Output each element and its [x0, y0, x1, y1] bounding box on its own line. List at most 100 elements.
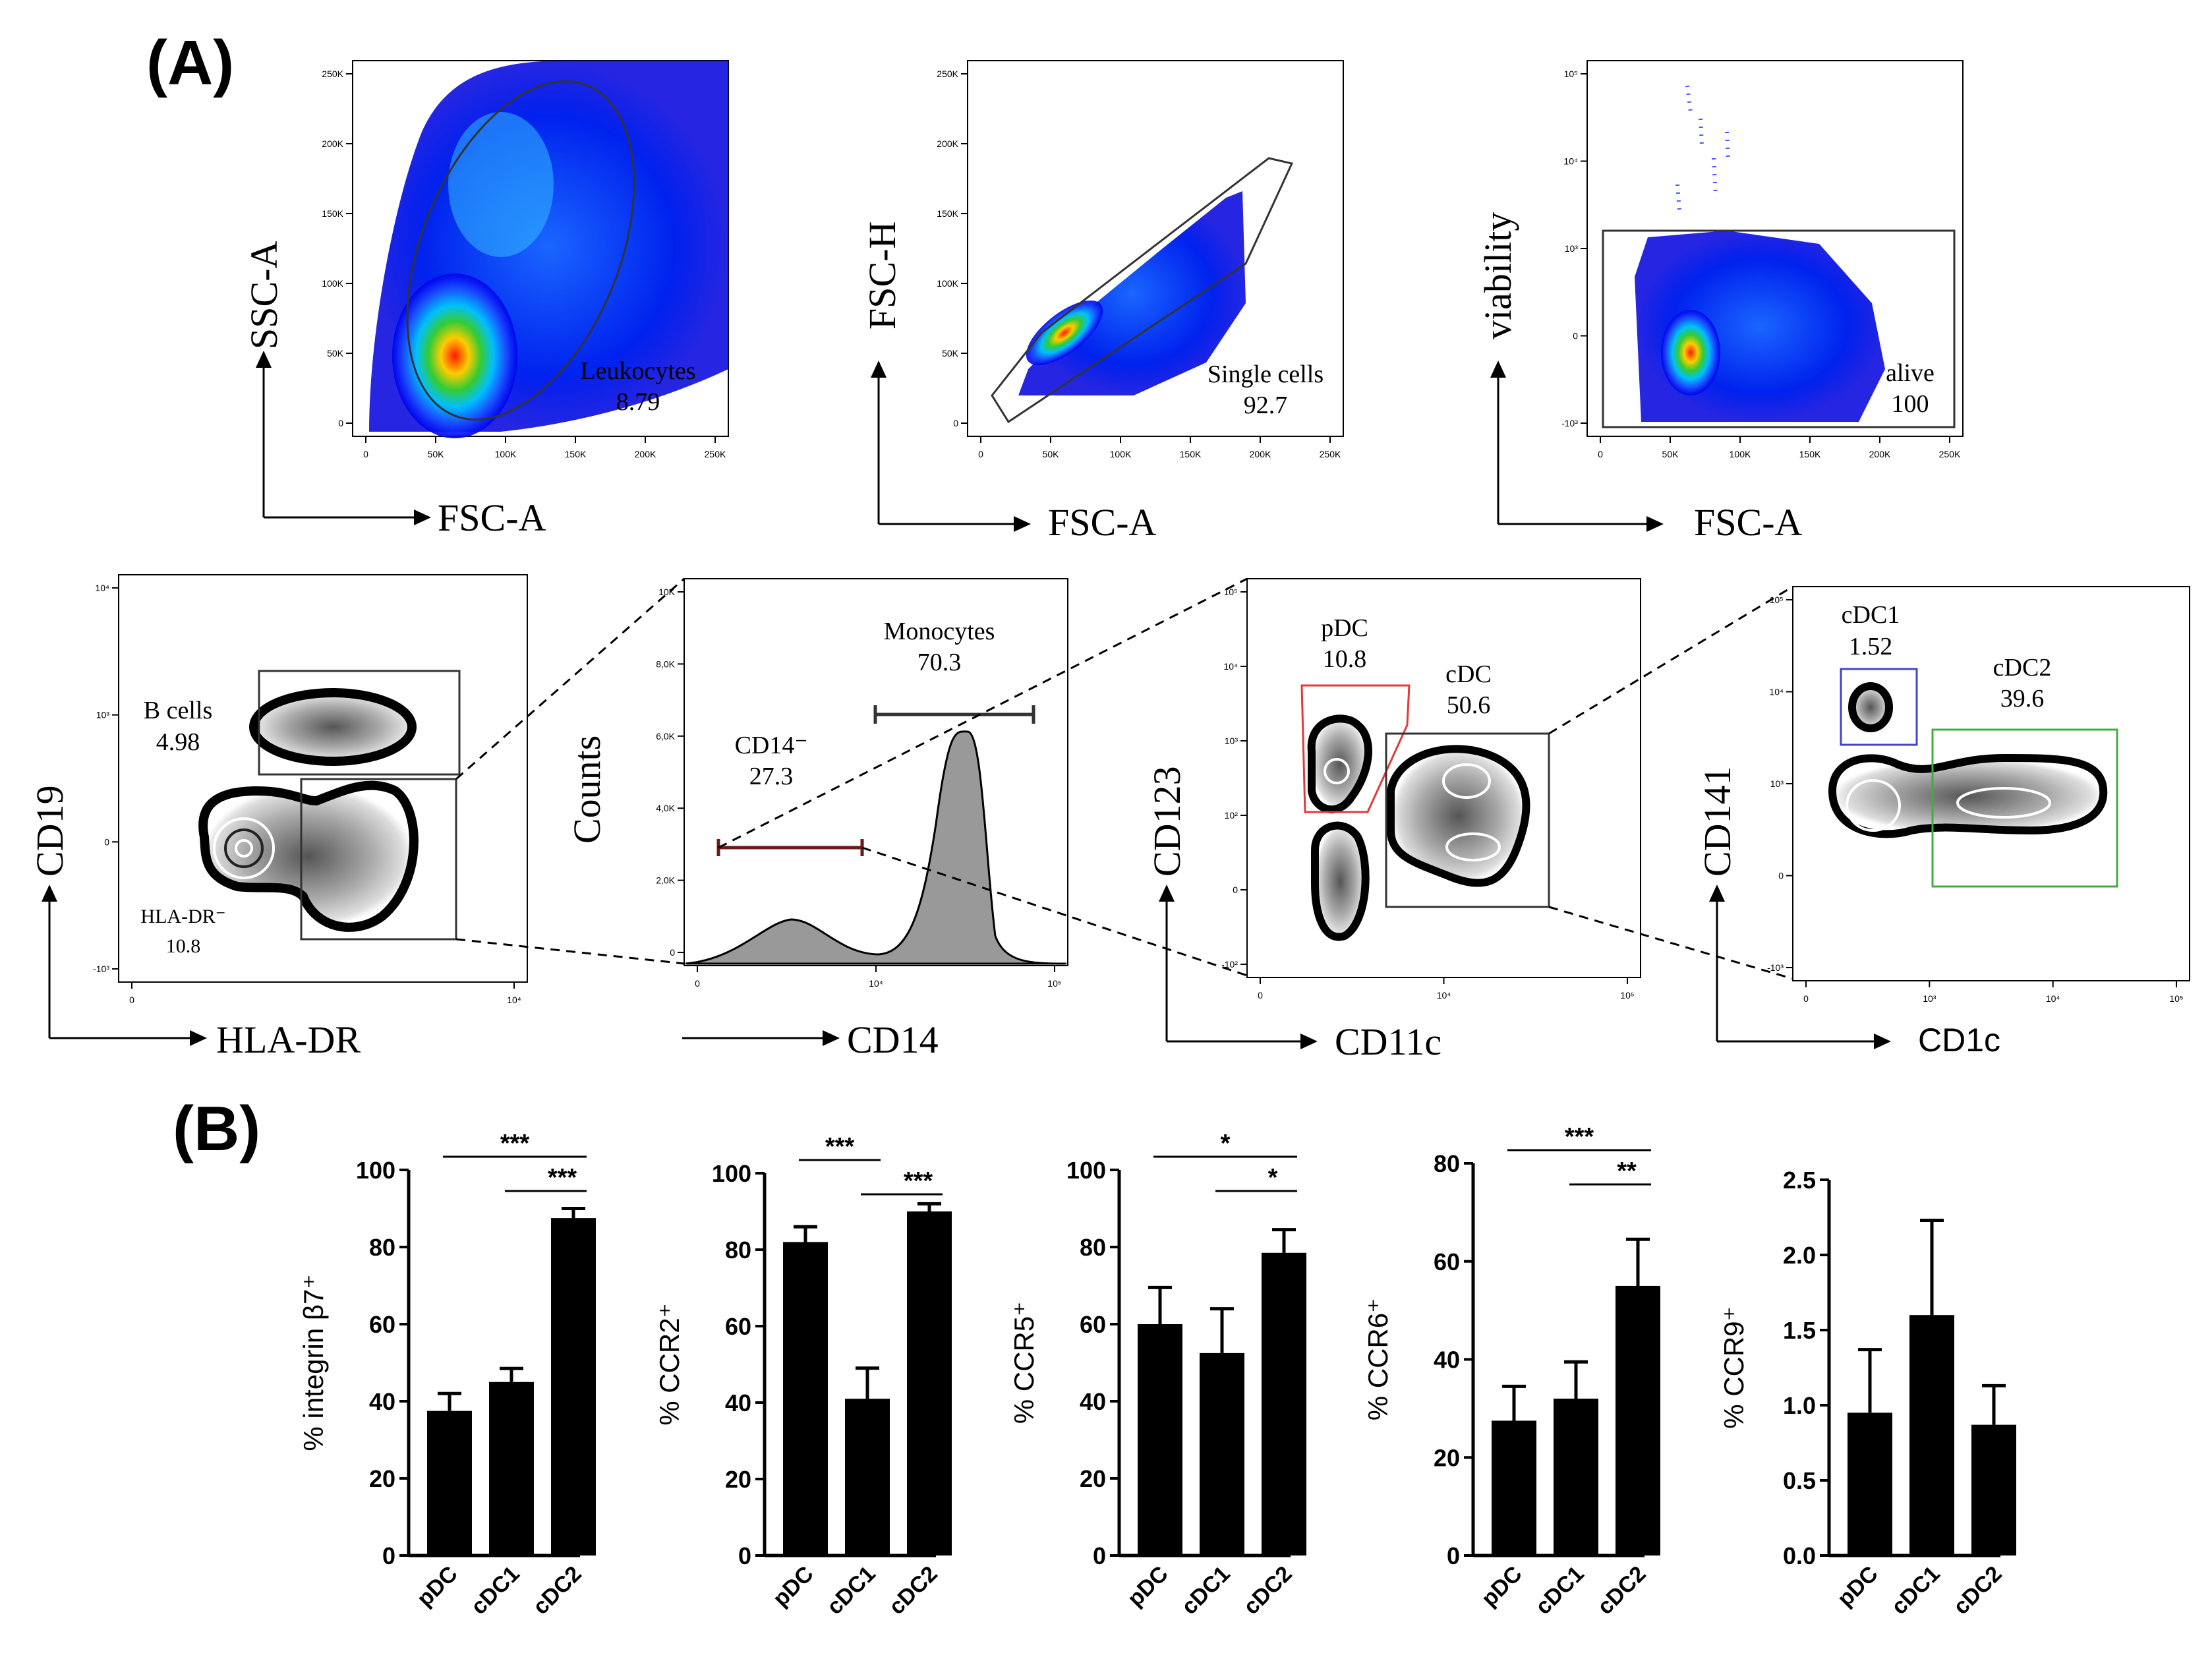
- contour-ring: [213, 817, 275, 879]
- connector-line: [861, 846, 1248, 977]
- bar-cDC1: [489, 1381, 534, 1555]
- y-ticks: 0 50K 100K 150K 200K 250K: [937, 69, 968, 428]
- singlet-gate: [991, 157, 1294, 424]
- contour-ring: [1956, 787, 2051, 819]
- gate-value: 39.6: [2000, 685, 2045, 712]
- y-axis-label: CD141: [1696, 766, 1739, 877]
- monocyte-gate: [873, 705, 1035, 724]
- y-tick-label: -10³: [1561, 418, 1578, 428]
- bar-cDC2: [907, 1211, 952, 1555]
- y-axis-label: % CCR2⁺: [654, 1303, 685, 1426]
- y-tick-label: 20: [725, 1466, 751, 1493]
- category-label: cDC2: [884, 1561, 942, 1619]
- bar-cDC1: [845, 1399, 890, 1555]
- plot-cd14-histogram: Monocytes 70.3 CD14⁻ 27.3 0 10⁴ 10⁵ 0 2,0K 4…: [656, 578, 1068, 989]
- gate-label: Single cells: [1208, 361, 1324, 388]
- x-tick-label: 0: [1803, 993, 1809, 1004]
- density-core: [1661, 310, 1720, 395]
- y-tick-label: -10²: [1221, 959, 1238, 970]
- bar-chart-5: 0.0 0.5 1.0 1.5 2.0 2.5 % CCR9⁺ pDC cDC1 cDC2: [1718, 1167, 2016, 1619]
- bar-cDC1: [1554, 1399, 1598, 1555]
- y-tick-label: 250K: [937, 69, 958, 79]
- category-label: cDC1: [1177, 1561, 1235, 1619]
- y-axis-label: Counts: [566, 736, 608, 844]
- y-tick-label: 2.5: [1783, 1167, 1816, 1194]
- x-tick-label: 250K: [1320, 449, 1341, 459]
- bar-cDC1: [1200, 1352, 1244, 1555]
- gate-value: 1.52: [1849, 633, 1893, 660]
- plot2-axis-key: FSC-A FSC-H: [861, 221, 1157, 544]
- category-label: pDC: [1122, 1561, 1173, 1612]
- x-ticks: 0 10⁴ 10⁵: [1258, 977, 1635, 1001]
- plot5-axis-key: CD14 Counts: [566, 736, 939, 1061]
- y-tick-label: 100K: [322, 278, 343, 289]
- plot-frame: [684, 578, 1068, 966]
- significance-label: *: [1221, 1130, 1231, 1157]
- plot-single-cells: Single cells 92.7 0 50K 100K 150K 200K 250K 0…: [937, 60, 1344, 459]
- y-tick-label: 100K: [937, 278, 958, 289]
- x-tick-label: 100K: [1730, 449, 1751, 459]
- y-tick-label: -10³: [93, 964, 109, 974]
- cdc-contour: [1387, 745, 1530, 887]
- y-tick-label: 80: [1080, 1234, 1106, 1261]
- x-tick-label: 50K: [1662, 449, 1679, 459]
- arrow-right-icon: [823, 1030, 840, 1046]
- x-tick-label: 10⁴: [507, 995, 521, 1005]
- plot7-axis-key: CD1c CD141: [1696, 766, 2000, 1059]
- alive-gate: [1602, 229, 1956, 428]
- x-tick-label: 200K: [1869, 449, 1891, 459]
- bar-chart-3: 0 20 40 60 80 100 % CCR5⁺ pDC cDC1 cDC2 * *: [1008, 1130, 1306, 1619]
- x-tick-label: 0: [1598, 449, 1603, 459]
- y-tick-label: 100: [356, 1157, 395, 1184]
- contour-ring: [224, 828, 264, 868]
- x-tick-label: 10⁴: [2046, 993, 2060, 1004]
- cdc1-gate: [1840, 668, 1918, 746]
- arrow-up-icon: [1490, 361, 1506, 378]
- gate-value: 8.79: [616, 388, 660, 416]
- y-tick-label: 0: [382, 1542, 395, 1569]
- x-axis-label: FSC-A: [1694, 501, 1803, 544]
- gate-value: 27.3: [749, 763, 794, 790]
- y-tick-label: 20: [1080, 1465, 1106, 1492]
- gate-value: 10.8: [1323, 645, 1367, 673]
- y-ticks: -10³ 0 10³ 10⁴ 10⁵: [1767, 595, 1793, 973]
- y-tick-label: 0: [1093, 1542, 1106, 1569]
- bar-pDC: [427, 1410, 472, 1555]
- x-axis-label: HLA-DR: [216, 1018, 361, 1061]
- x-tick-label: 0: [363, 449, 368, 459]
- connector-line: [1548, 906, 1793, 980]
- x-tick-label: 50K: [428, 449, 445, 459]
- arrow-up-icon: [1159, 885, 1175, 902]
- plot1-axis-key: FSC-A SSC-A: [243, 241, 546, 539]
- y-tick-label: 0: [670, 947, 675, 958]
- connector-line: [455, 577, 685, 780]
- category-label: cDC1: [466, 1561, 524, 1619]
- y-tick-label: 60: [1080, 1311, 1106, 1338]
- x-axis-label: CD1c: [1918, 1022, 2000, 1059]
- x-tick-label: 10⁵: [1047, 978, 1061, 989]
- arrow-right-icon: [1300, 1033, 1318, 1049]
- y-tick-label: 10⁴: [95, 583, 109, 593]
- x-tick-label: 100K: [1110, 449, 1132, 459]
- y-tick-label: 0: [104, 836, 109, 847]
- y-axis-label: % integrin β7⁺: [298, 1274, 329, 1451]
- arrow-right-icon: [1014, 516, 1031, 532]
- y-tick-label: 8,0K: [656, 658, 675, 669]
- y-axis-label: % CCR6⁺: [1362, 1298, 1393, 1421]
- category-label: cDC2: [1238, 1561, 1296, 1619]
- y-tick-label: 0.5: [1783, 1467, 1816, 1494]
- y-ticks: 0 50K 100K 150K 200K 250K: [322, 69, 353, 428]
- x-tick-label: 0: [1258, 990, 1263, 1001]
- y-tick-label: 250K: [322, 69, 343, 79]
- y-tick-label: 100: [712, 1160, 751, 1187]
- y-tick-label: 150K: [322, 208, 343, 219]
- y-axis-label: % CCR9⁺: [1718, 1306, 1749, 1429]
- density-core: [392, 274, 517, 438]
- y-ticks: -10³ 0 10³ 10⁴: [93, 583, 119, 974]
- y-axis-label: % CCR5⁺: [1008, 1302, 1039, 1424]
- category-label: pDC: [1476, 1561, 1527, 1612]
- connector-line: [455, 938, 685, 965]
- bar-pDC: [1138, 1324, 1182, 1555]
- y-axis-label: CD19: [28, 785, 71, 877]
